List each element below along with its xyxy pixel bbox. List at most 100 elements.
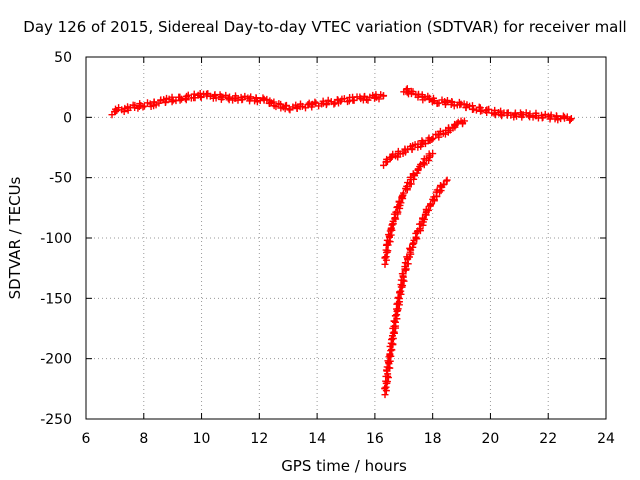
data-point-marker [428,136,436,144]
data-point-marker [226,93,234,101]
data-point-marker [176,96,184,104]
data-point-marker [427,200,435,208]
x-tick-label: 14 [308,431,326,447]
data-point-marker [450,102,458,110]
y-axis-label: SDTVAR / TECUs [6,176,24,299]
data-point-marker [442,177,450,185]
data-point-marker [311,98,319,106]
data-point-marker [350,96,358,104]
y-tick-label: -150 [40,291,72,307]
data-point-marker [391,318,399,326]
x-tick-labels: 6 8 10 12 14 16 18 20 22 24 [82,431,615,447]
data-point-marker [418,137,426,145]
data-point-marker [399,270,407,278]
y-tick-label: -100 [40,231,72,247]
data-point-marker [485,105,493,113]
data-point-marker [140,102,148,110]
y-tick-label: -200 [40,352,72,368]
data-point-marker [383,158,391,166]
series-1 [108,90,388,119]
y-tick-label: 50 [54,50,72,66]
x-tick-label: 8 [139,431,148,447]
data-point-marker [398,193,406,201]
data-point-marker [298,102,306,110]
data-point-marker [224,94,232,102]
data-point-marker [263,95,271,103]
data-point-marker [448,98,456,106]
data-point-marker [375,95,383,103]
data-point-marker [425,156,433,164]
data-point-marker [212,94,220,102]
data-point-marker [282,101,290,109]
data-point-marker [402,266,410,274]
data-point-marker [190,90,198,98]
data-point-marker [567,115,575,123]
data-point-marker [460,117,468,125]
x-tick-label: 12 [250,431,268,447]
y-tick-label: 0 [63,110,72,126]
data-point-marker [424,206,432,214]
data-point-marker [443,96,451,104]
data-point-marker [381,391,389,399]
data-point-marker [421,210,429,218]
chart-title: Day 126 of 2015, Sidereal Day-to-day VTE… [23,18,626,36]
series-5 [381,176,451,399]
data-point-marker [429,150,437,158]
grid-lines [86,57,606,419]
data-point-marker [468,102,476,110]
data-point-marker [397,199,405,207]
data-point-marker [566,116,574,124]
data-point-marker [384,374,392,382]
data-point-marker [380,92,388,100]
data-point-marker [429,134,437,142]
data-point-marker [396,288,404,296]
data-point-marker [386,350,394,358]
data-point-marker [513,112,521,120]
data-point-marker [547,111,555,119]
data-point-marker [381,260,389,268]
series-4 [381,150,437,268]
data-point-marker [157,96,165,104]
data-point-marker [285,105,293,113]
data-point-marker [443,176,451,184]
y-tick-label: -50 [49,171,72,187]
data-point-marker [491,106,499,114]
data-point-marker [391,312,399,320]
data-point-marker [386,364,394,372]
data-point-marker [396,295,404,303]
y-tick-label: -250 [40,412,72,428]
data-point-marker [340,95,348,103]
data-point-marker [414,166,422,174]
data-point-marker [409,240,417,248]
data-point-marker [381,253,389,261]
data-point-marker [247,93,255,101]
axis-ticks [85,56,607,420]
data-point-marker [388,221,396,229]
data-point-marker [388,336,396,344]
data-point-marker [387,231,395,239]
data-point-marker [553,113,561,121]
data-point-marker [139,103,147,111]
data-point-marker [436,188,444,196]
data-point-marker [400,189,408,197]
series-2 [400,85,575,124]
data-point-marker [387,154,395,162]
x-tick-label: 18 [424,431,442,447]
data-point-marker [400,277,408,285]
x-tick-label: 22 [539,431,557,447]
data-point-marker [526,110,534,118]
x-tick-label: 16 [366,431,384,447]
data-point-marker [420,215,428,223]
data-point-marker [324,96,332,104]
x-tick-label: 20 [482,431,500,447]
data-point-marker [112,108,120,116]
data-point-marker [252,94,260,102]
y-tick-labels: 50 0 -50 -100 -150 -200 -250 [40,50,72,428]
plot-frame [85,56,607,420]
data-point-marker [440,181,448,189]
x-tick-label: 6 [82,431,91,447]
series-3 [380,117,468,169]
data-point-marker [394,306,402,314]
x-axis-label: GPS time / hours [281,457,407,475]
data-series [108,85,575,399]
